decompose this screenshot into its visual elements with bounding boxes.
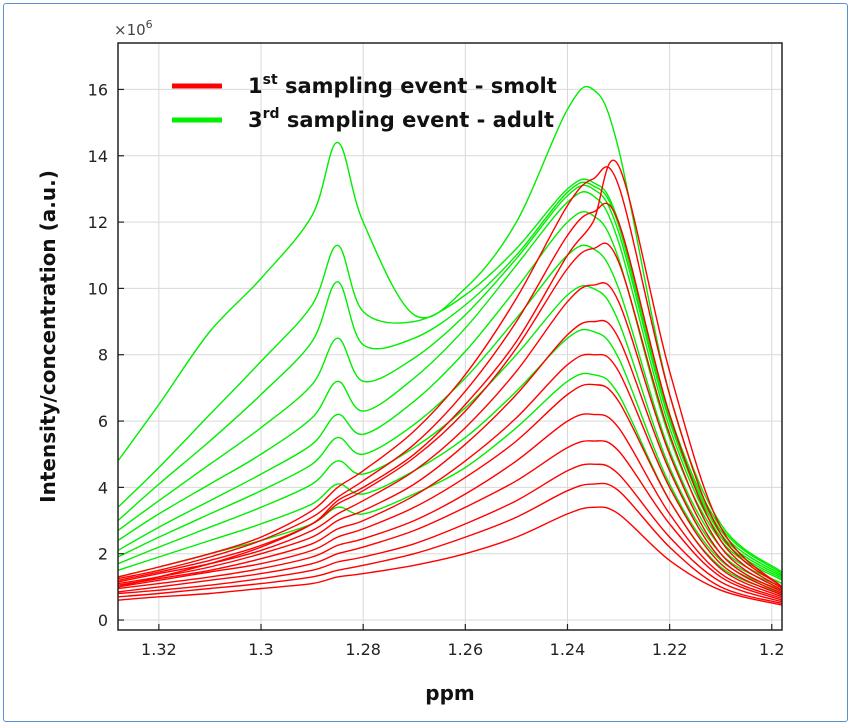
legend: 1st sampling event - smolt 3rd sampling e… bbox=[172, 72, 557, 132]
y-tick-label: 6 bbox=[98, 412, 108, 431]
spectrum-line-adult bbox=[117, 184, 783, 578]
legend-label-smolt: 1st sampling event - smolt bbox=[248, 72, 557, 98]
y-tick-label: 2 bbox=[98, 545, 108, 564]
x-tick-label: 1.22 bbox=[652, 640, 688, 659]
spectrum-line-smolt bbox=[117, 440, 783, 601]
spectrum-line-smolt bbox=[117, 383, 783, 598]
spectrum-line-smolt bbox=[117, 282, 783, 593]
y-tick-label: 4 bbox=[98, 478, 108, 497]
spectrum-line-smolt bbox=[117, 413, 783, 600]
y-tick-label: 12 bbox=[88, 213, 108, 232]
figure-frame bbox=[3, 3, 848, 722]
plot-border bbox=[117, 42, 783, 631]
spectrum-line-smolt bbox=[117, 202, 783, 590]
spectrum-line-smolt bbox=[117, 463, 783, 603]
spectrum-line-smolt bbox=[117, 482, 783, 605]
x-tick-label: 1.26 bbox=[448, 640, 484, 659]
spectrum-line-adult bbox=[117, 210, 783, 581]
y-exponent-label: ×106 bbox=[114, 18, 153, 39]
spectrum-line-smolt bbox=[117, 166, 783, 588]
y-tick-label: 14 bbox=[88, 147, 108, 166]
spectrum-line-smolt bbox=[117, 159, 783, 588]
spectrum-line-smolt bbox=[117, 353, 783, 596]
x-tick-label: 1.32 bbox=[141, 640, 177, 659]
legend-label-adult: 3rd sampling event - adult bbox=[248, 106, 554, 132]
x-tick-label: 1.24 bbox=[550, 640, 586, 659]
spectrum-line-adult bbox=[117, 328, 783, 591]
y-axis-label: Intensity/concentration (a.u.) bbox=[36, 170, 60, 503]
spectrum-line-adult bbox=[117, 190, 783, 580]
spectra-curves bbox=[117, 85, 783, 606]
y-tick-label: 10 bbox=[88, 279, 108, 298]
x-tick-label: 1.28 bbox=[345, 640, 381, 659]
spectrum-line-adult bbox=[117, 181, 783, 576]
y-tick-label: 0 bbox=[98, 611, 108, 630]
spectrum-line-smolt bbox=[117, 506, 783, 606]
y-tick-label: 16 bbox=[88, 80, 108, 99]
axis-ticks: 1.32 1.3 1.28 1.26 1.24 1.22 1.2 0 2 4 6 8 10 12 14 16 bbox=[88, 80, 785, 659]
x-tick-label: 1.2 bbox=[759, 640, 784, 659]
spectrum-line-adult bbox=[117, 284, 783, 588]
spectrum-line-adult bbox=[117, 85, 783, 573]
spectrum-line-adult bbox=[117, 244, 783, 585]
spectrum-line-smolt bbox=[117, 319, 783, 595]
x-axis-label: ppm bbox=[425, 681, 474, 705]
x-tick-label: 1.3 bbox=[248, 640, 273, 659]
y-tick-label: 8 bbox=[98, 346, 108, 365]
spectrum-line-smolt bbox=[117, 242, 783, 591]
